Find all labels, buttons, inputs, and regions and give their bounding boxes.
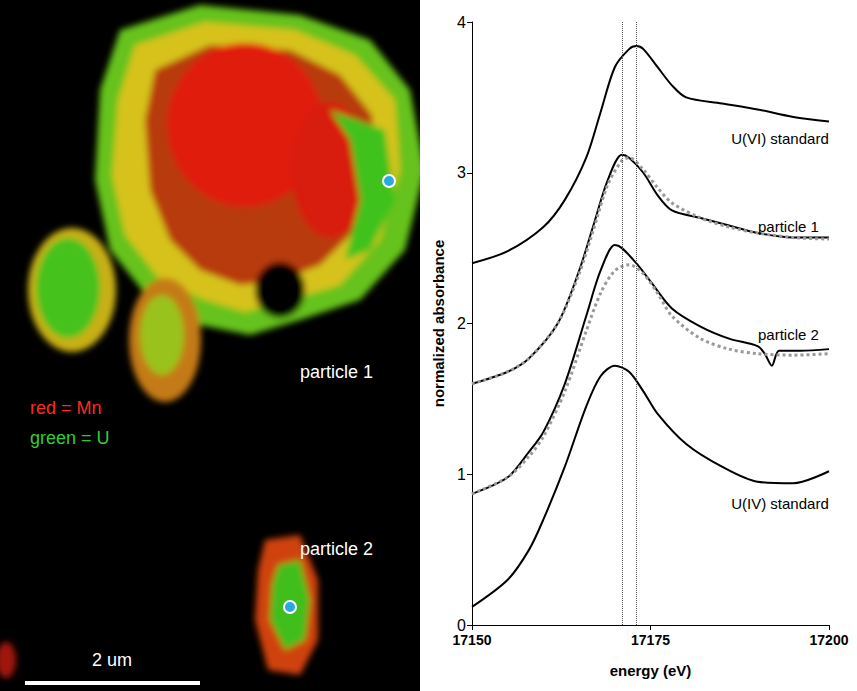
svg-text:2 um: 2 um [92,650,132,670]
svg-text:4: 4 [457,14,466,31]
svg-text:U(IV) standard: U(IV) standard [731,495,829,512]
svg-text:particle 2: particle 2 [300,539,373,559]
svg-text:particle 1: particle 1 [300,362,373,382]
svg-text:17150: 17150 [453,632,492,648]
svg-text:energy (eV): energy (eV) [610,662,692,679]
svg-text:normalized absorbance: normalized absorbance [430,240,447,408]
svg-text:U(VI) standard: U(VI) standard [731,130,829,147]
svg-text:particle 2: particle 2 [758,326,819,343]
svg-text:0: 0 [457,617,466,634]
svg-text:17200: 17200 [810,632,849,648]
svg-text:particle 1: particle 1 [758,218,819,235]
svg-text:green = U: green = U [30,428,110,448]
svg-text:3: 3 [457,164,466,181]
svg-text:red = Mn: red = Mn [30,398,102,418]
svg-text:1: 1 [457,466,466,483]
svg-text:17175: 17175 [631,632,670,648]
svg-text:2: 2 [457,315,466,332]
